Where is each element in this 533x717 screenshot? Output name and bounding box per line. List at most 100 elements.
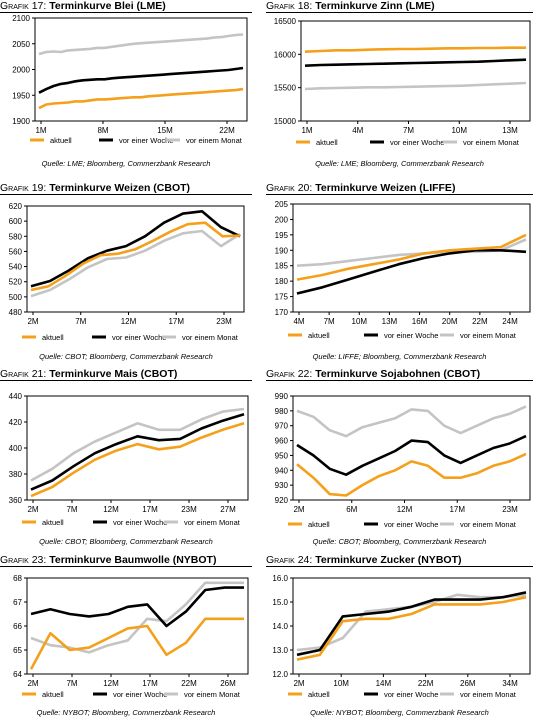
y-tick-label: 180 xyxy=(275,277,289,286)
series-line-aktuell xyxy=(304,46,526,53)
chart-svg: 64 65 66 67 68 2M 7M 12M 17M 22M 26M aktuell vor ein… xyxy=(13,574,249,699)
series-line-vor-einem-Monat xyxy=(304,81,527,91)
chart-number: Grafik 20: xyxy=(266,182,313,194)
legend-label: vor einer Woche xyxy=(390,138,444,147)
series-line-vor-einem-Monat xyxy=(30,407,245,482)
y-tick-label: 175 xyxy=(275,293,289,302)
chart-title: Grafik 24: Terminkurve Zucker (NYBOT) xyxy=(266,554,461,566)
legend-label: vor einer Woche xyxy=(113,518,167,527)
legend-label: vor einer Woche xyxy=(384,520,438,529)
source-note: Quelle: CBOT; Bloomberg, Commerzbank Res… xyxy=(312,537,487,546)
series-line-vor-einer-Woche xyxy=(30,586,244,628)
x-tick-label: 10M xyxy=(333,679,349,688)
plot-frame xyxy=(34,17,248,122)
legend-label: vor einem Monat xyxy=(186,136,243,145)
x-tick-label: 13M xyxy=(382,317,398,326)
title-rule xyxy=(0,194,252,195)
x-tick-label: 1M xyxy=(35,126,46,135)
series-line-aktuell xyxy=(38,87,244,110)
x-tick-label: 2M xyxy=(27,505,38,514)
x-tick-label: 23M xyxy=(502,505,518,514)
legend-label: vor einem Monat xyxy=(460,690,517,699)
y-tick-label: 200 xyxy=(275,215,289,224)
x-tick-label: 14M xyxy=(376,679,392,688)
chart-number: Grafik 24: xyxy=(266,554,313,566)
series-line-vor-einer-Woche xyxy=(296,249,527,295)
chart-panel: Grafik 18: Terminkurve Zinn (LME) 15000 15… xyxy=(266,0,533,175)
x-tick-label: 12M xyxy=(103,679,119,688)
chart-number: Grafik 22: xyxy=(266,368,313,380)
x-tick-label: 12M xyxy=(397,505,413,514)
source-note: Quelle: CBOT; Bloomberg, Commerzbank Res… xyxy=(39,537,213,546)
chart-svg: 360 380 400 420 440 2M 7M 12M 17M 23M 27M aktuell vo… xyxy=(9,392,249,527)
y-tick-label: 970 xyxy=(275,422,289,431)
x-tick-label: 27M xyxy=(220,505,236,514)
x-tick-label: 1M xyxy=(301,126,312,135)
title-rule xyxy=(0,12,252,13)
y-tick-label: 170 xyxy=(275,308,289,317)
title-rule xyxy=(0,566,252,567)
y-tick-label: 65 xyxy=(13,646,22,655)
title-rule xyxy=(266,380,533,381)
source-note: Quelle: CBOT; Bloomberg, Commerzbank Res… xyxy=(39,352,213,361)
y-tick-label: 2100 xyxy=(12,14,30,23)
title-rule xyxy=(0,380,252,381)
y-tick-label: 400 xyxy=(9,444,23,453)
x-tick-label: 4M xyxy=(293,317,304,326)
y-tick-label: 13.0 xyxy=(272,646,288,655)
x-tick-label: 16M xyxy=(412,317,428,326)
chart-name: Terminkurve Weizen (CBOT) xyxy=(49,182,191,194)
y-tick-label: 940 xyxy=(275,466,289,475)
x-tick-label: 23M xyxy=(181,505,197,514)
plot-frame xyxy=(300,20,531,122)
x-tick-label: 12M xyxy=(103,505,119,514)
chart-title: Grafik 21: Terminkurve Mais (CBOT) xyxy=(0,368,177,380)
series-line-vor-einem-Monat xyxy=(296,405,527,438)
y-tick-label: 520 xyxy=(9,278,23,287)
chart-panel: Grafik 20: Terminkurve Weizen (LIFFE) 170… xyxy=(266,182,533,365)
y-tick-label: 980 xyxy=(275,407,289,416)
y-tick-label: 15000 xyxy=(274,117,297,126)
y-tick-label: 560 xyxy=(9,247,23,256)
x-tick-label: 7M xyxy=(75,317,86,326)
legend-label: aktuell xyxy=(50,136,72,145)
legend-label: vor einem Monat xyxy=(184,518,241,527)
series-line-vor-einer-Woche xyxy=(304,58,527,67)
legend-label: vor einer Woche xyxy=(112,333,166,342)
series-line-vor-einer-Woche xyxy=(296,591,527,657)
chart-svg: 12.0 13.0 14.0 15.0 16.0 2M 10M 14M 22M 26M 34M akt… xyxy=(272,574,531,699)
y-tick-label: 360 xyxy=(9,496,23,505)
series-line-aktuell xyxy=(296,452,527,497)
legend-label: aktuell xyxy=(308,690,330,699)
legend-label: aktuell xyxy=(316,138,338,147)
chart-name: Terminkurve Weizen (LIFFE) xyxy=(315,182,456,194)
y-tick-label: 16.0 xyxy=(272,574,288,583)
chart-panel: Grafik 19: Terminkurve Weizen (CBOT) 480 5… xyxy=(0,182,252,365)
legend-label: vor einer Woche xyxy=(384,331,438,340)
y-tick-label: 190 xyxy=(275,246,289,255)
y-tick-label: 920 xyxy=(275,496,289,505)
y-tick-label: 15500 xyxy=(274,84,297,93)
y-tick-label: 2000 xyxy=(12,66,30,75)
legend-label: aktuell xyxy=(42,690,64,699)
plot-frame xyxy=(26,395,249,501)
x-tick-label: 24M xyxy=(502,317,518,326)
chart-name: Terminkurve Mais (CBOT) xyxy=(49,368,178,380)
x-tick-label: 15M xyxy=(157,126,173,135)
y-tick-label: 1950 xyxy=(12,91,30,100)
legend-label: vor einem Monat xyxy=(460,520,517,529)
y-tick-label: 600 xyxy=(9,217,23,226)
y-tick-label: 16500 xyxy=(274,17,297,26)
chart-number: Grafik 21: xyxy=(0,368,47,380)
legend-label: vor einer Woche xyxy=(113,690,167,699)
plot-frame xyxy=(292,203,531,313)
source-note: Quelle: LME; Bloomberg, Commerzbank Rese… xyxy=(315,159,484,168)
y-tick-label: 930 xyxy=(275,481,289,490)
series-line-aktuell xyxy=(296,233,527,281)
x-tick-label: 17M xyxy=(449,505,465,514)
y-tick-label: 440 xyxy=(9,392,23,401)
legend-label: aktuell xyxy=(308,331,330,340)
x-tick-label: 6M xyxy=(346,505,357,514)
source-note: Quelle: LME; Bloomberg, Commerzbank Rese… xyxy=(41,159,211,168)
x-tick-label: 2M xyxy=(293,679,304,688)
